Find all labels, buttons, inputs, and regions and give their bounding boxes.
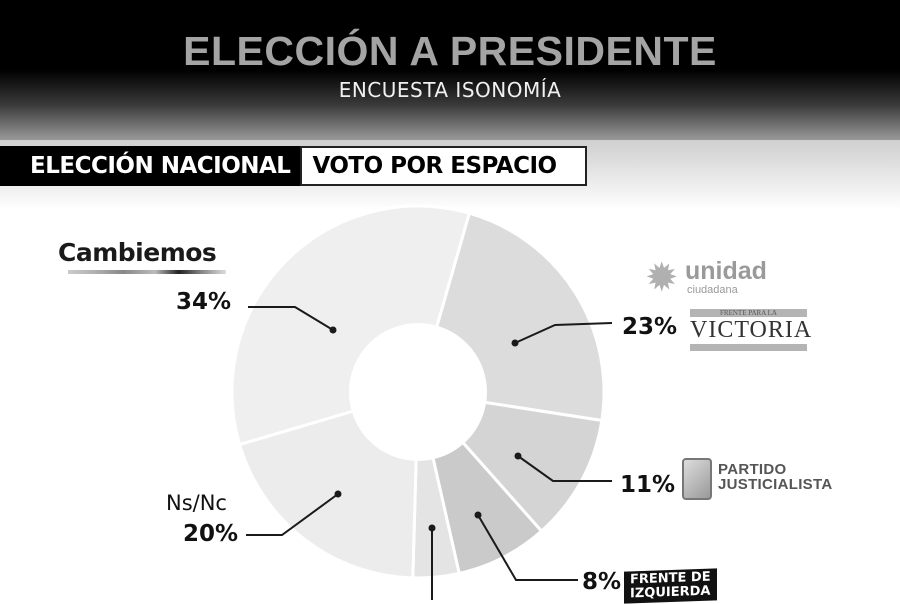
fi-line2: IZQUIERDA bbox=[630, 583, 711, 602]
pj-percent: 11% bbox=[620, 472, 676, 498]
fpv-main-label: VICTORIA bbox=[690, 317, 813, 343]
section-label-nacional: ELECCIÓN NACIONAL bbox=[0, 146, 301, 186]
nsnc-label: Ns/Nc bbox=[166, 491, 227, 515]
unidad-percent: 23% bbox=[622, 314, 678, 340]
fi-percent: 8% bbox=[582, 569, 622, 595]
donut-hole bbox=[349, 323, 487, 461]
sun-icon: ✹ bbox=[645, 255, 679, 301]
cambiemos-percent: 34% bbox=[176, 289, 232, 315]
leader-lines bbox=[246, 306, 613, 600]
leader-dots bbox=[329, 326, 522, 532]
section-banner: ELECCIÓN NACIONAL VOTO POR ESPACIO bbox=[0, 146, 588, 186]
cambiemos-logo: Cambiemos bbox=[58, 238, 217, 267]
ciudadana-label: ciudadana bbox=[687, 284, 738, 296]
pj-line2: JUSTICIALISTA bbox=[718, 476, 833, 493]
fpv-bottom-bar bbox=[690, 344, 807, 351]
pj-label: PARTIDO JUSTICIALISTA bbox=[718, 462, 832, 492]
pj-shield-icon bbox=[682, 458, 712, 500]
fpv-logo: FRENTE PARA LA VICTORIA bbox=[690, 309, 813, 351]
pj-line1: PARTIDO bbox=[718, 461, 787, 478]
section-label-voto: VOTO POR ESPACIO bbox=[300, 146, 588, 186]
cambiemos-logo-bar bbox=[68, 270, 226, 274]
header-background bbox=[0, 0, 900, 140]
unidad-label: unidad bbox=[685, 257, 767, 285]
fi-logo: FRENTE DE IZQUIERDA bbox=[624, 568, 717, 604]
fpv-top-label: FRENTE PARA LA bbox=[690, 309, 807, 317]
page-title: ELECCIÓN A PRESIDENTE bbox=[183, 28, 717, 74]
page-subtitle: ENCUESTA ISONOMÍA bbox=[338, 78, 562, 102]
nsnc-percent: 20% bbox=[183, 521, 239, 547]
